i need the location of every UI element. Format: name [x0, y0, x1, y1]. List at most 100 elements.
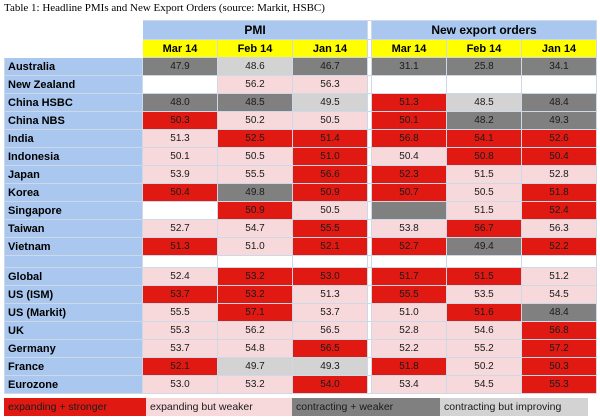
- value-cell: 53.7: [142, 339, 218, 358]
- value-cell: 52.5: [217, 129, 293, 148]
- column-header: Feb 14: [217, 39, 293, 58]
- value-cell: 52.8: [371, 321, 447, 340]
- value-cell: 56.5: [292, 339, 368, 358]
- value-cell: [142, 255, 218, 268]
- value-cell: 49.8: [217, 183, 293, 202]
- table-row: Singapore 50.9 50.5 51.5 52.4: [4, 201, 597, 220]
- value-cell: 52.4: [521, 201, 597, 220]
- value-cell: 50.4: [142, 183, 218, 202]
- value-cell: 48.5: [217, 93, 293, 112]
- table-row: India 51.3 52.5 51.4 56.8 54.1 52.6: [4, 129, 597, 148]
- table-row: Germany 53.7 54.8 56.5 52.2 55.2 57.2: [4, 339, 597, 358]
- column-header: Mar 14: [142, 39, 218, 58]
- value-cell: 55.5: [217, 165, 293, 184]
- table-row: Vietnam 51.3 51.0 52.1 52.7 49.4 52.2: [4, 237, 597, 256]
- group-header-pmi: PMI: [142, 20, 368, 40]
- value-cell: 51.3: [142, 237, 218, 256]
- legend-item: contracting + weaker: [292, 398, 440, 416]
- value-cell: 56.6: [292, 165, 368, 184]
- value-cell: 54.5: [446, 375, 522, 394]
- value-cell: 56.8: [521, 321, 597, 340]
- value-cell: 52.1: [292, 237, 368, 256]
- row-label: Indonesia: [4, 147, 143, 166]
- table-row: France 52.1 49.7 49.3 51.8 50.2 50.3: [4, 357, 597, 376]
- table-row: Global 52.4 53.2 53.0 51.7 51.5 51.2: [4, 267, 597, 286]
- corner-cell: [4, 20, 143, 40]
- value-cell: [521, 75, 597, 94]
- value-cell: 50.4: [371, 147, 447, 166]
- value-cell: 48.6: [217, 57, 293, 76]
- value-cell: 50.8: [446, 147, 522, 166]
- value-cell: 51.5: [446, 201, 522, 220]
- value-cell: 52.7: [371, 237, 447, 256]
- value-cell: 54.8: [217, 339, 293, 358]
- row-label: [4, 255, 143, 268]
- value-cell: [292, 255, 368, 268]
- table-row: China HSBC 48.0 48.5 49.5 51.3 48.5 48.4: [4, 93, 597, 112]
- value-cell: 54.5: [521, 285, 597, 304]
- value-cell: 51.3: [371, 93, 447, 112]
- row-label: China HSBC: [4, 93, 143, 112]
- value-cell: 53.2: [217, 285, 293, 304]
- table-row: US (ISM) 53.7 53.2 51.3 55.5 53.5 54.5: [4, 285, 597, 304]
- table-row: New Zealand 56.2 56.3: [4, 75, 597, 94]
- column-header: Mar 14: [371, 39, 447, 58]
- value-cell: [371, 75, 447, 94]
- value-cell: 52.2: [371, 339, 447, 358]
- value-cell: 48.4: [521, 93, 597, 112]
- value-cell: 49.3: [292, 357, 368, 376]
- value-cell: 50.3: [521, 357, 597, 376]
- table-row: Japan 53.9 55.5 56.6 52.3 51.5 52.8: [4, 165, 597, 184]
- value-cell: 56.2: [217, 75, 293, 94]
- value-cell: 51.3: [292, 285, 368, 304]
- row-label: Global: [4, 267, 143, 286]
- value-cell: 51.8: [371, 357, 447, 376]
- value-cell: 53.7: [142, 285, 218, 304]
- value-cell: 54.7: [217, 219, 293, 238]
- column-header: Feb 14: [446, 39, 522, 58]
- value-cell: 48.4: [521, 303, 597, 322]
- value-cell: 53.5: [446, 285, 522, 304]
- value-cell: 52.3: [371, 165, 447, 184]
- value-cell: 53.7: [292, 303, 368, 322]
- value-cell: 55.5: [292, 219, 368, 238]
- row-label: New Zealand: [4, 75, 143, 94]
- value-cell: 50.5: [292, 201, 368, 220]
- row-label: Japan: [4, 165, 143, 184]
- value-cell: 48.0: [142, 93, 218, 112]
- row-label: Taiwan: [4, 219, 143, 238]
- value-cell: 55.3: [142, 321, 218, 340]
- value-cell: 34.1: [521, 57, 597, 76]
- legend-item: contracting but improving: [440, 398, 588, 416]
- value-cell: 52.6: [521, 129, 597, 148]
- value-cell: [142, 75, 218, 94]
- value-cell: 53.9: [142, 165, 218, 184]
- table-row: China NBS 50.3 50.2 50.5 50.1 48.2 49.3: [4, 111, 597, 130]
- value-cell: [446, 75, 522, 94]
- value-cell: 50.7: [371, 183, 447, 202]
- row-label: Singapore: [4, 201, 143, 220]
- value-cell: 53.2: [217, 267, 293, 286]
- value-cell: 50.4: [521, 147, 597, 166]
- value-cell: 31.1: [371, 57, 447, 76]
- value-cell: 50.9: [292, 183, 368, 202]
- value-cell: 55.5: [142, 303, 218, 322]
- value-cell: 53.0: [142, 375, 218, 394]
- value-cell: 56.7: [446, 219, 522, 238]
- value-cell: 56.3: [521, 219, 597, 238]
- row-label: Vietnam: [4, 237, 143, 256]
- legend-item: expanding but weaker: [146, 398, 292, 416]
- value-cell: 55.5: [371, 285, 447, 304]
- value-cell: 56.5: [292, 321, 368, 340]
- row-label: US (Markit): [4, 303, 143, 322]
- row-label: UK: [4, 321, 143, 340]
- value-cell: 51.2: [521, 267, 597, 286]
- value-cell: 50.5: [217, 147, 293, 166]
- value-cell: 51.5: [446, 267, 522, 286]
- value-cell: 50.1: [142, 147, 218, 166]
- value-cell: 50.5: [446, 183, 522, 202]
- value-cell: [217, 255, 293, 268]
- value-cell: 52.2: [521, 237, 597, 256]
- value-cell: [142, 201, 218, 220]
- value-cell: [371, 255, 447, 268]
